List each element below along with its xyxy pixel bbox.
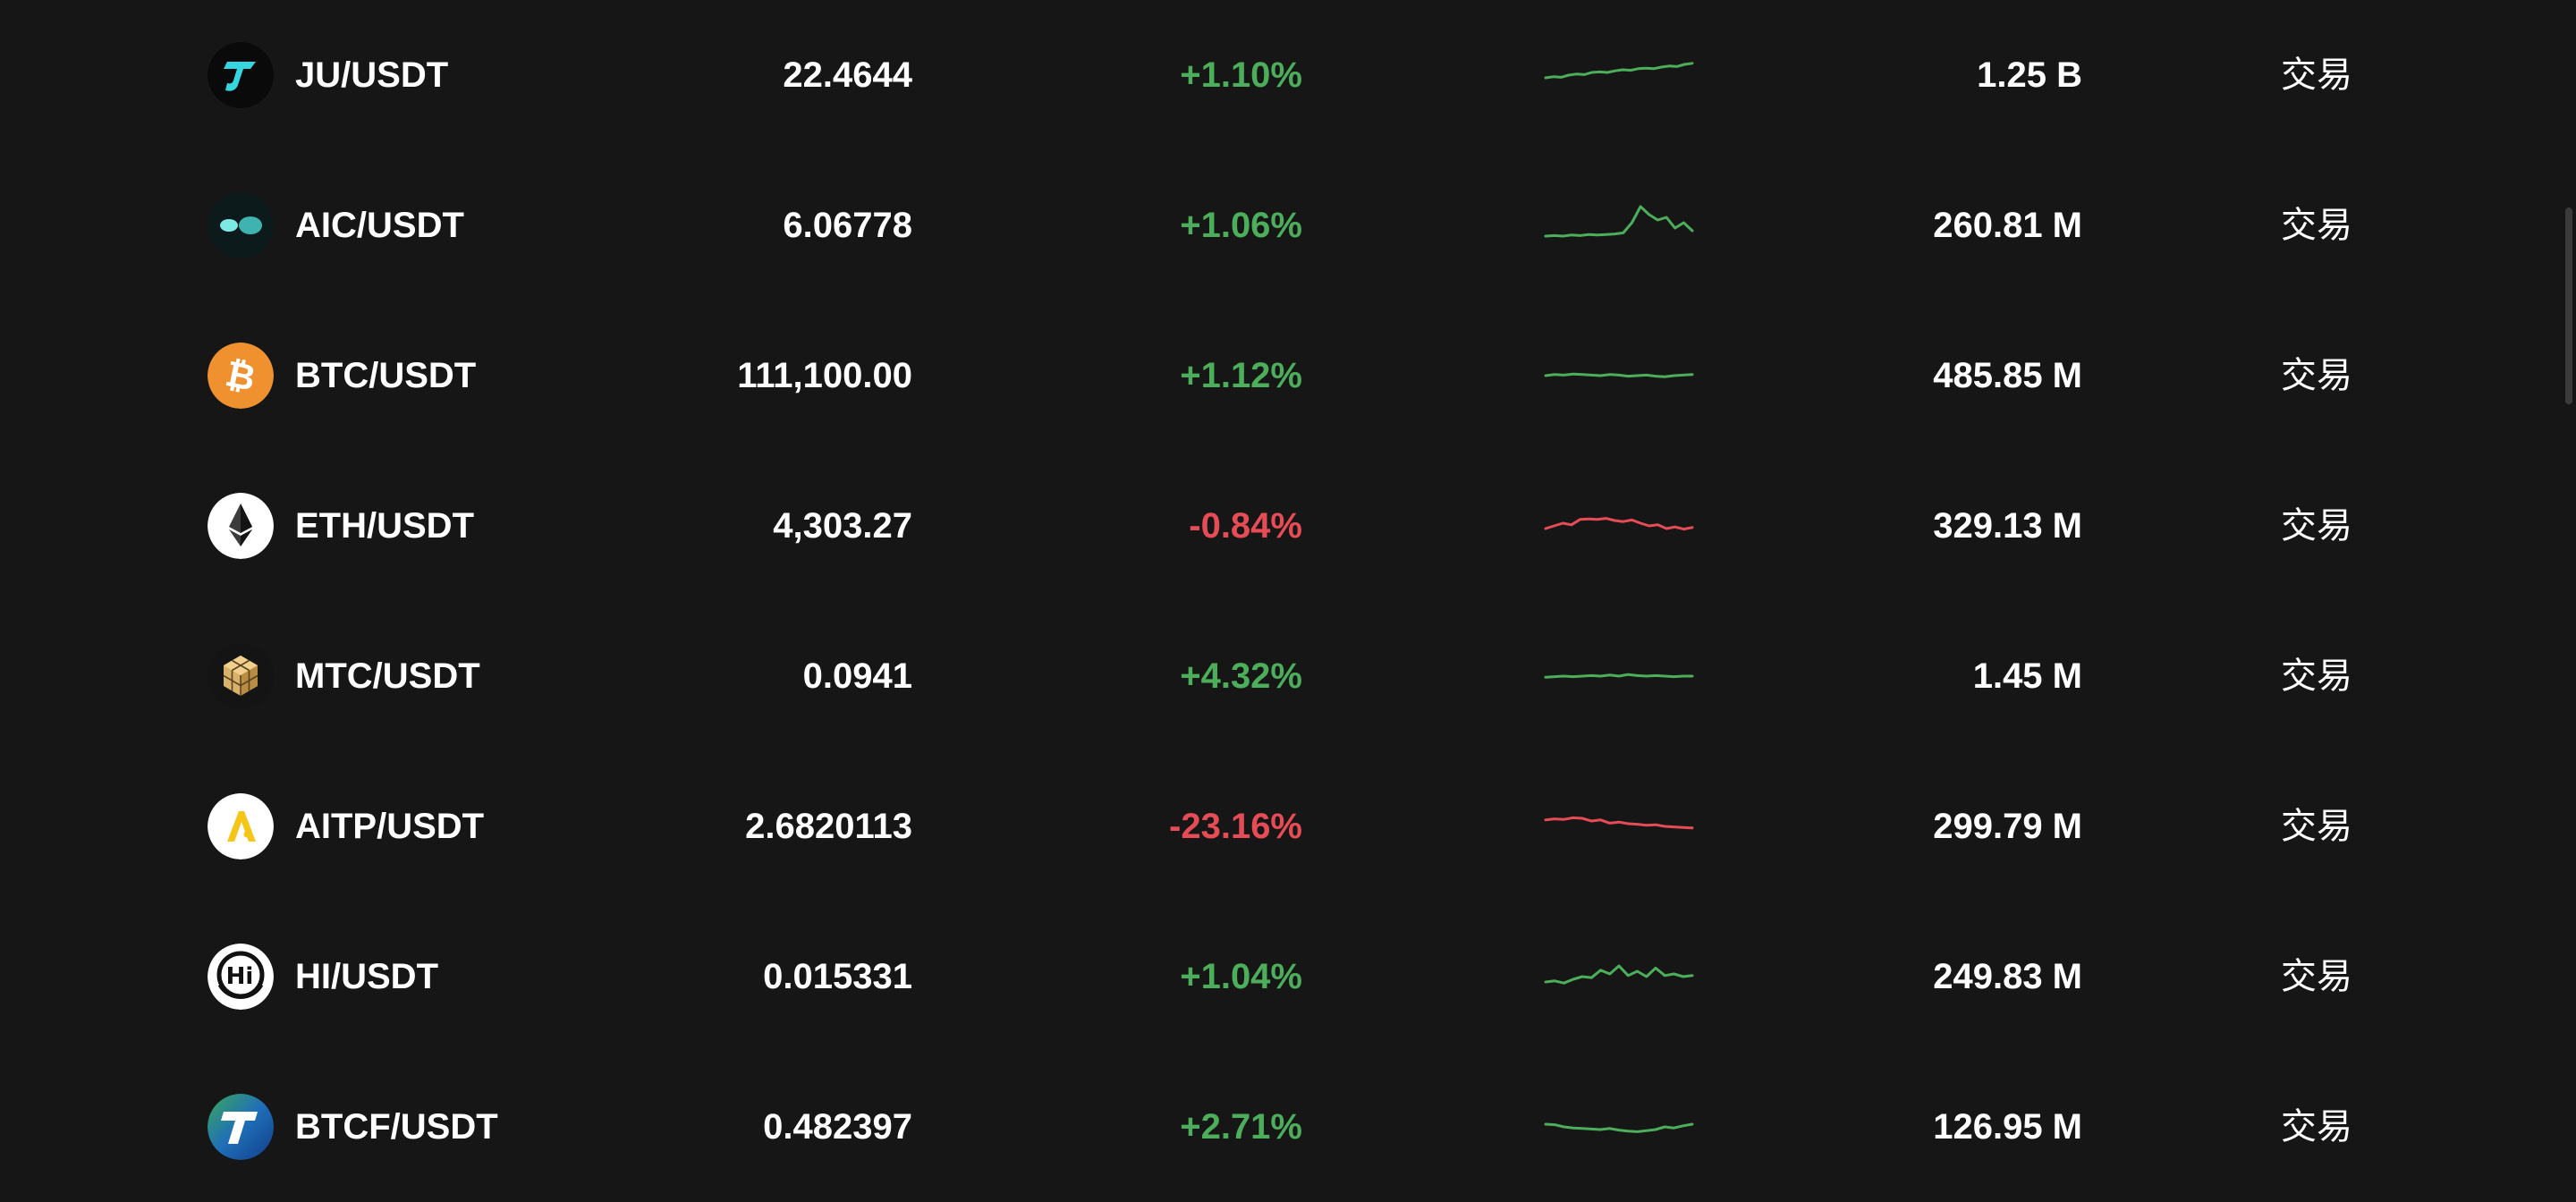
svg-text:Hi: Hi: [226, 963, 254, 990]
trading-volume: 260.81 M: [1933, 206, 2082, 245]
price-change: +1.06%: [1180, 206, 1302, 245]
trade-button[interactable]: 交易: [2281, 355, 2352, 396]
trade-button[interactable]: 交易: [2281, 806, 2352, 847]
price-change: +4.32%: [1180, 656, 1302, 696]
sparkline-line: [1544, 816, 1694, 830]
last-price: 111,100.00: [737, 356, 912, 395]
trade-button[interactable]: 交易: [2281, 1106, 2352, 1147]
pair-name: AITP/USDT: [295, 807, 485, 846]
aic-coin-icon: [208, 192, 274, 258]
trade-button[interactable]: 交易: [2281, 55, 2352, 96]
sparkline-line: [1544, 964, 1694, 985]
sparkline-chart: [1544, 1100, 1694, 1154]
pair-name: BTCF/USDT: [295, 1107, 498, 1147]
pair-name: JU/USDT: [295, 55, 449, 95]
aitp-coin-icon: [208, 793, 274, 859]
market-row[interactable]: ETH/USDT 4,303.27 -0.84% 329.13 M 交易: [0, 451, 2558, 601]
market-row[interactable]: JU/USDT 22.4644 +1.10% 1.25 B 交易: [0, 0, 2558, 150]
bitcoin-icon: ₿: [208, 343, 274, 409]
last-price: 4,303.27: [773, 506, 912, 546]
last-price: 2.6820113: [745, 807, 912, 846]
trade-button[interactable]: 交易: [2281, 956, 2352, 997]
scrollbar-thumb[interactable]: [2565, 207, 2572, 404]
sparkline-svg: [1544, 372, 1694, 378]
sparkline-chart: [1544, 199, 1694, 252]
price-change: +2.71%: [1180, 1107, 1302, 1147]
sparkline-chart: [1544, 499, 1694, 553]
trade-button[interactable]: 交易: [2281, 505, 2352, 546]
trading-volume: 249.83 M: [1933, 957, 2082, 996]
trading-volume: 299.79 M: [1933, 807, 2082, 846]
pair-name: ETH/USDT: [295, 506, 474, 546]
pair-name: AIC/USDT: [295, 206, 464, 245]
trade-button[interactable]: 交易: [2281, 205, 2352, 246]
market-row[interactable]: MTC/USDT 0.0941 +4.32% 1.45 M 交易: [0, 601, 2558, 751]
btcf-coin-icon: [208, 1094, 274, 1160]
price-change: +1.04%: [1180, 957, 1302, 996]
market-row[interactable]: AIC/USDT 6.06778 +1.06% 260.81 M 交易: [0, 150, 2558, 300]
sparkline-svg: [1544, 964, 1694, 985]
sparkline-chart: [1544, 950, 1694, 1003]
market-row[interactable]: BTCF/USDT 0.482397 +2.71% 126.95 M 交易: [0, 1052, 2558, 1202]
last-price: 0.482397: [763, 1107, 912, 1147]
sparkline-chart: [1544, 48, 1694, 102]
pair-name: BTC/USDT: [295, 356, 477, 395]
pair-name: HI/USDT: [295, 957, 438, 996]
ju-coin-icon: [208, 42, 274, 108]
hi-coin-icon: Hi: [208, 944, 274, 1010]
trading-volume: 329.13 M: [1933, 506, 2082, 546]
sparkline-svg: [1544, 816, 1694, 830]
pair-name: MTC/USDT: [295, 656, 480, 696]
sparkline-line: [1544, 1122, 1694, 1133]
price-change: +1.12%: [1180, 356, 1302, 395]
price-change: +1.10%: [1180, 55, 1302, 95]
trading-volume: 485.85 M: [1933, 356, 2082, 395]
sparkline-svg: [1544, 62, 1694, 80]
trading-volume: 1.25 B: [1977, 55, 2082, 95]
sparkline-line: [1544, 62, 1694, 80]
sparkline-line: [1544, 673, 1694, 679]
last-price: 6.06778: [783, 206, 912, 245]
trading-volume: 126.95 M: [1933, 1107, 2082, 1147]
market-row[interactable]: Hi HI/USDT 0.015331 +1.04% 249.83 M 交易: [0, 902, 2558, 1052]
mtc-coin-icon: [208, 643, 274, 709]
sparkline-chart: [1544, 649, 1694, 703]
trading-volume: 1.45 M: [1972, 656, 2082, 696]
sparkline-svg: [1544, 1122, 1694, 1133]
sparkline-line: [1544, 205, 1694, 238]
sparkline-svg: [1544, 517, 1694, 531]
sparkline-line: [1544, 372, 1694, 378]
sparkline-svg: [1544, 673, 1694, 679]
last-price: 0.0941: [802, 656, 912, 696]
sparkline-chart: [1544, 800, 1694, 853]
sparkline-svg: [1544, 205, 1694, 238]
price-change: -0.84%: [1189, 506, 1302, 546]
sparkline-chart: [1544, 349, 1694, 402]
sparkline-line: [1544, 517, 1694, 531]
market-row[interactable]: AITP/USDT 2.6820113 -23.16% 299.79 M 交易: [0, 751, 2558, 902]
last-price: 22.4644: [783, 55, 912, 95]
price-change: -23.16%: [1169, 807, 1302, 846]
ethereum-icon: [208, 493, 274, 559]
market-row[interactable]: ₿ BTC/USDT 111,100.00 +1.12% 485.85 M 交易: [0, 300, 2558, 451]
trade-button[interactable]: 交易: [2281, 656, 2352, 697]
last-price: 0.015331: [763, 957, 912, 996]
